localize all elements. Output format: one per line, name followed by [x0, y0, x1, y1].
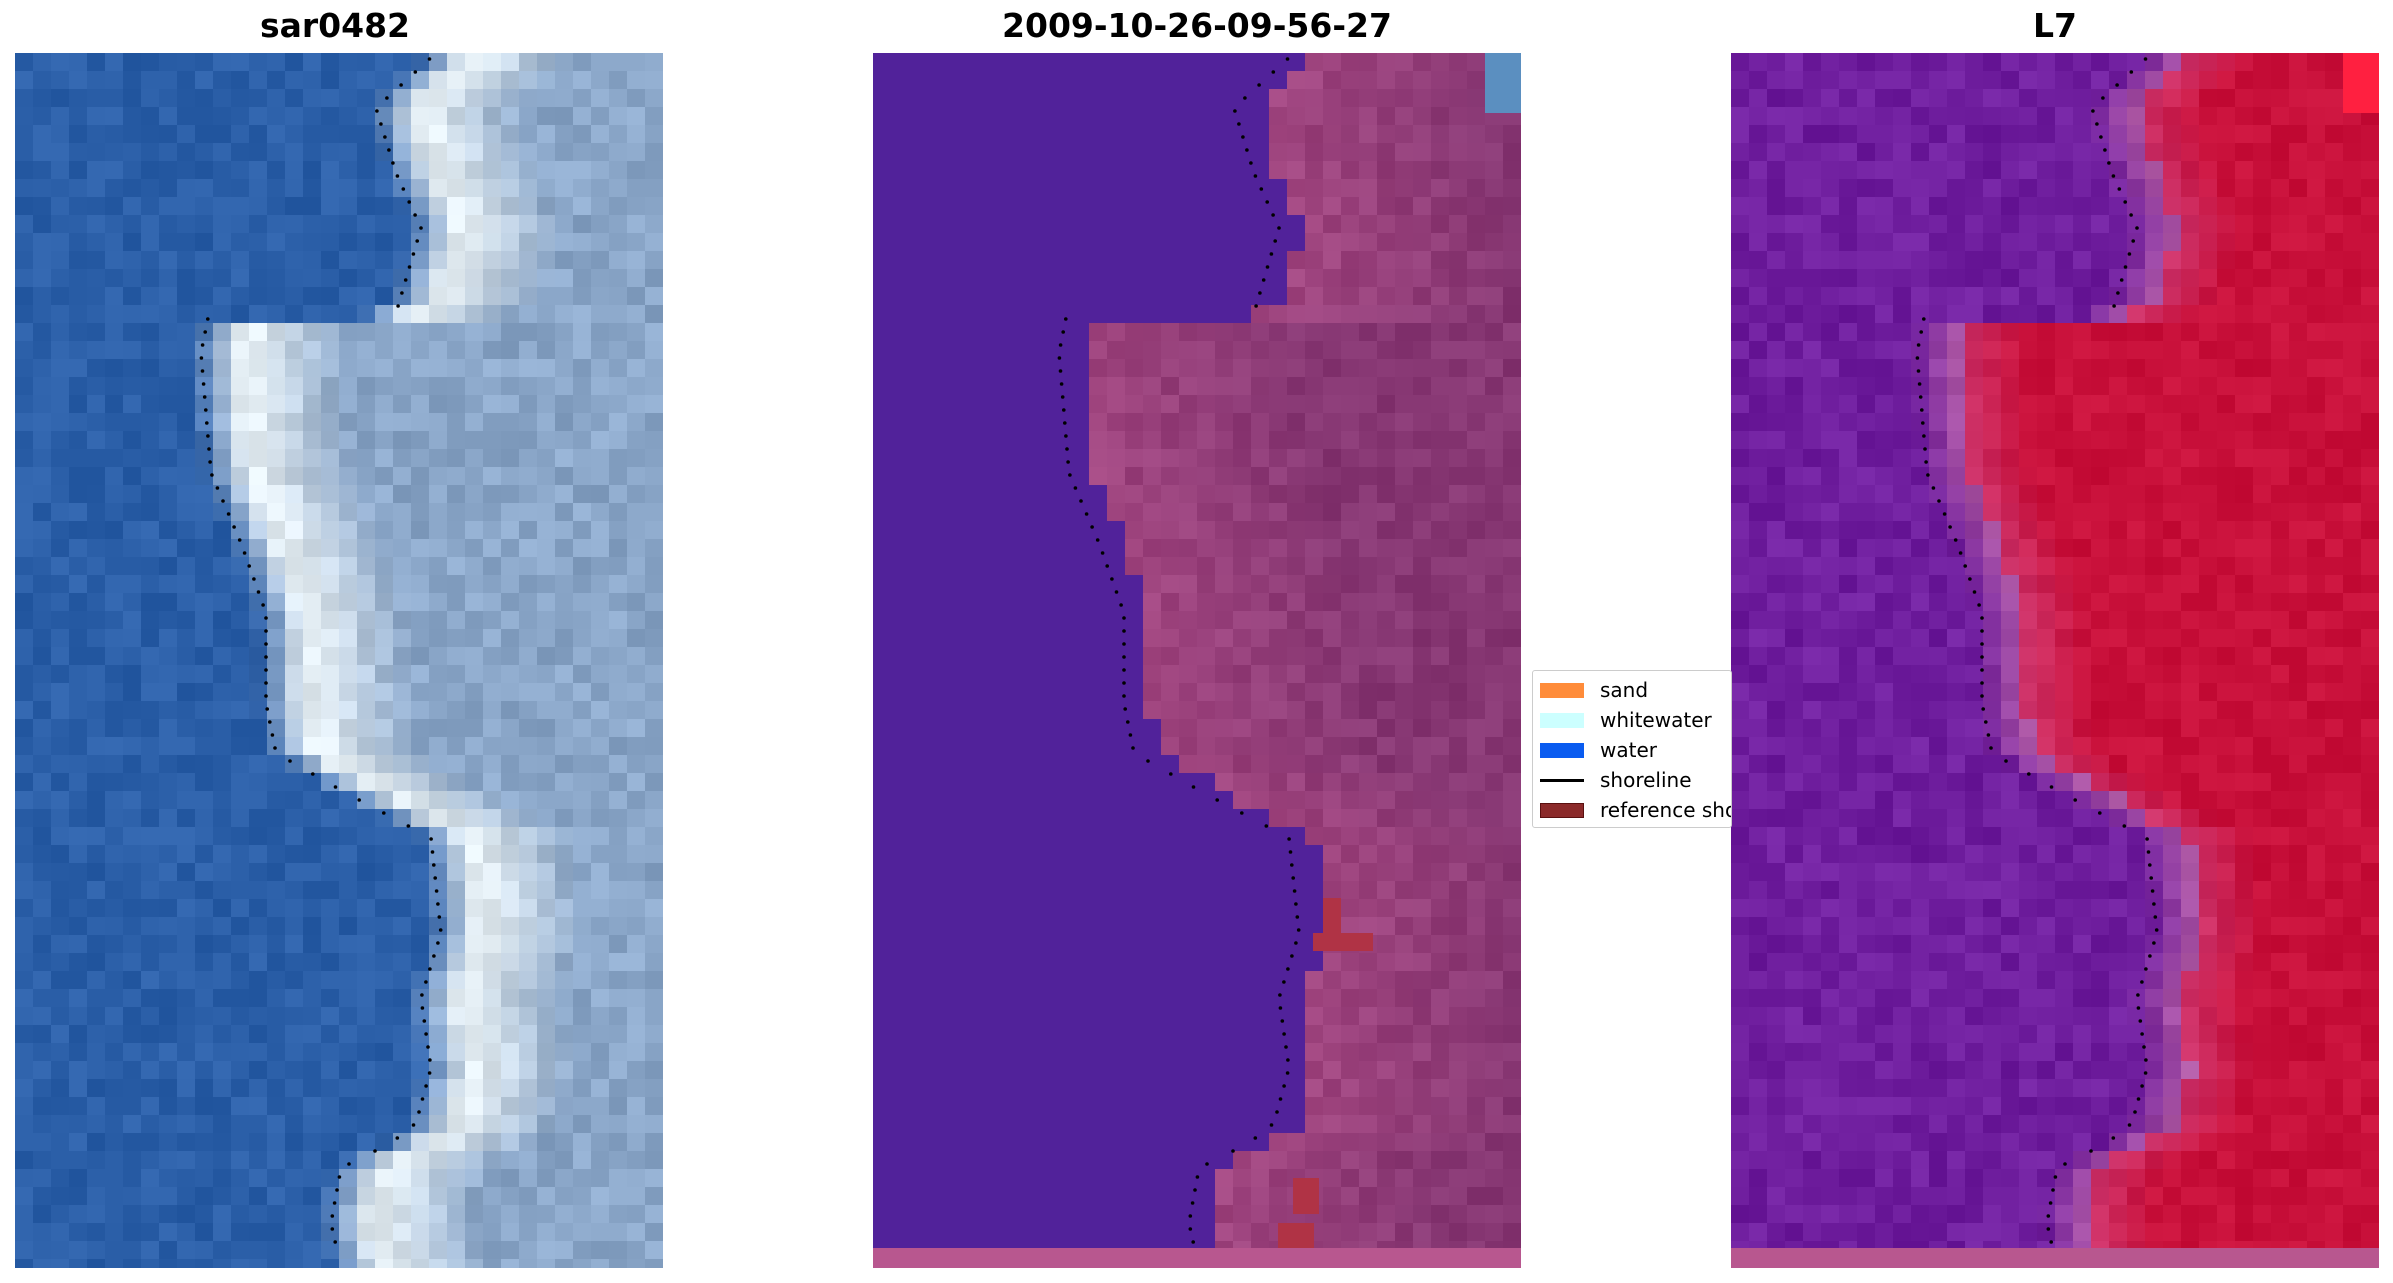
bottom-band	[1731, 1248, 2379, 1268]
legend-label: reference shoreline	[1600, 798, 1731, 822]
legend-item-shoreline: shoreline	[1540, 766, 1692, 794]
legend-item-reference-shoreline: reference shoreline	[1540, 796, 1731, 824]
shoreline-dots	[199, 57, 443, 1244]
panel-title-2: 2009-10-26-09-56-27	[1002, 6, 1392, 45]
shoreline-dots	[1915, 57, 2159, 1244]
panel-index-image	[1731, 53, 2379, 1268]
index-image	[1731, 53, 2379, 1268]
sand-swatch	[1540, 682, 1584, 698]
legend-label: sand	[1600, 678, 1649, 702]
panel-title-3: L7	[2033, 6, 2077, 45]
reference-shoreline-patch	[1323, 898, 1341, 936]
whitewater-swatch	[1540, 712, 1584, 728]
classified-image	[873, 53, 1521, 1268]
panel-rgb-image	[15, 53, 663, 1268]
reference-shoreline-swatch	[1540, 802, 1584, 818]
legend-label: shoreline	[1600, 768, 1692, 792]
panel-title-1: sar0482	[259, 6, 411, 45]
water-swatch	[1540, 742, 1584, 758]
panel-classified-image	[873, 53, 1521, 1268]
legend-item-whitewater: whitewater	[1540, 706, 1712, 734]
legend-label: water	[1600, 738, 1657, 762]
shoreline-swatch	[1540, 778, 1584, 782]
legend-item-sand: sand	[1540, 676, 1648, 704]
rgb-image	[15, 53, 663, 1268]
legend: sand whitewater water shoreline referenc…	[1532, 670, 1732, 828]
bright-patch	[2343, 53, 2379, 113]
reference-shoreline-patch	[1293, 1178, 1319, 1214]
reference-shoreline-patch	[1313, 933, 1373, 951]
shoreline-dots	[1057, 57, 1301, 1244]
legend-item-water: water	[1540, 736, 1657, 764]
bottom-band	[873, 1248, 1521, 1268]
legend-label: whitewater	[1600, 708, 1712, 732]
whitewater-patch	[1485, 53, 1521, 113]
